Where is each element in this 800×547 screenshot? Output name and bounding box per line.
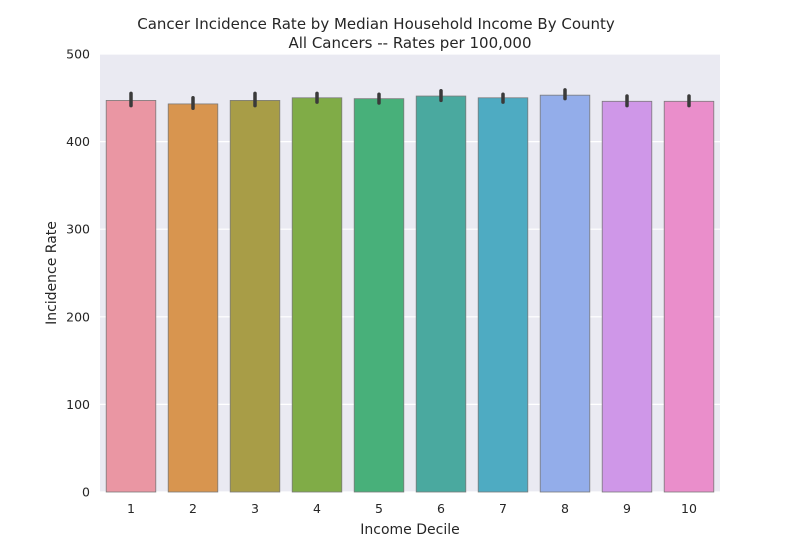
x-tick-label: 4 [313,501,321,516]
bar-decile-9 [601,100,653,493]
y-tick-label: 300 [66,222,90,237]
bar-decile-8 [539,94,591,493]
bar-decile-10 [663,100,715,493]
error-bars [129,88,691,111]
bar-decile-7 [477,97,529,493]
x-tick-label: 6 [437,501,445,516]
bars [105,94,715,493]
y-tick-labels: 0 100 200 300 400 500 [66,47,90,500]
y-tick-label: 0 [82,485,90,500]
x-tick-label: 7 [499,501,507,516]
bar-decile-2 [167,103,219,493]
chart-title: Cancer Incidence Rate by Median Househol… [137,15,615,33]
y-axis-label: Incidence Rate [44,221,60,325]
y-tick-label: 500 [66,47,90,62]
bar-decile-4 [291,97,343,493]
x-tick-label: 8 [561,501,569,516]
bar-decile-5 [353,98,405,493]
bar-decile-3 [229,100,281,493]
x-tick-label: 10 [681,501,697,516]
x-tick-label: 9 [623,501,631,516]
bar-decile-1 [105,100,157,493]
x-tick-label: 5 [375,501,383,516]
y-tick-label: 100 [66,397,90,412]
x-axis-label: Income Decile [360,522,459,538]
y-tick-label: 400 [66,134,90,149]
x-tick-label: 1 [127,501,135,516]
x-tick-label: 3 [251,501,259,516]
bar-decile-6 [415,95,467,493]
chart-subtitle: All Cancers -- Rates per 100,000 [288,34,531,52]
x-tick-labels: 1 2 3 4 5 6 7 8 9 10 [127,501,697,516]
y-tick-label: 200 [66,309,90,324]
x-tick-label: 2 [189,501,197,516]
